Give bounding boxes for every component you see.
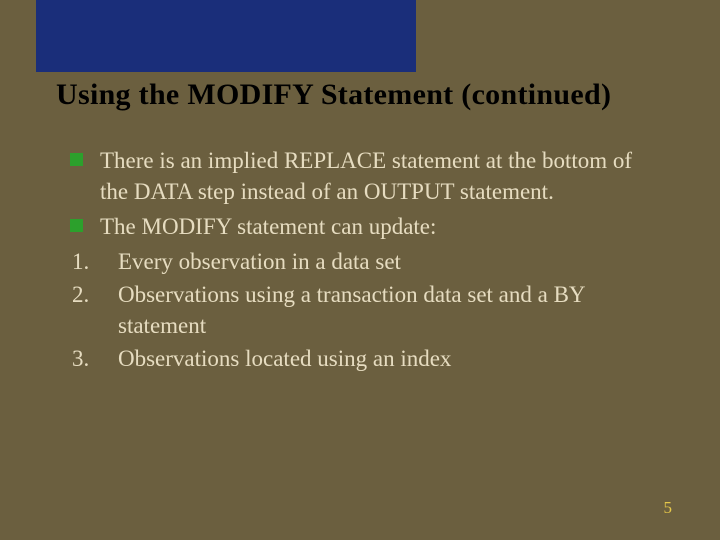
bullet-text: There is an implied REPLACE statement at… [100,145,662,207]
bullet-text: The MODIFY statement can update: [100,211,662,242]
decorative-navy-block [36,0,416,72]
page-number: 5 [664,498,673,518]
numbered-item: 3. Observations located using an index [70,343,662,374]
bullet-item: The MODIFY statement can update: [70,211,662,242]
number-marker: 1. [70,246,118,277]
number-marker: 2. [70,279,118,341]
numbered-text: Every observation in a data set [118,246,662,277]
numbered-item: 2. Observations using a transaction data… [70,279,662,341]
numbered-text: Observations using a transaction data se… [118,279,662,341]
square-bullet-icon [70,211,100,242]
bullet-item: There is an implied REPLACE statement at… [70,145,662,207]
square-bullet-icon [70,145,100,207]
numbered-item: 1. Every observation in a data set [70,246,662,277]
slide-content: There is an implied REPLACE statement at… [70,145,662,376]
number-marker: 3. [70,343,118,374]
slide-title: Using the MODIFY Statement (continued) [56,78,680,112]
numbered-text: Observations located using an index [118,343,662,374]
